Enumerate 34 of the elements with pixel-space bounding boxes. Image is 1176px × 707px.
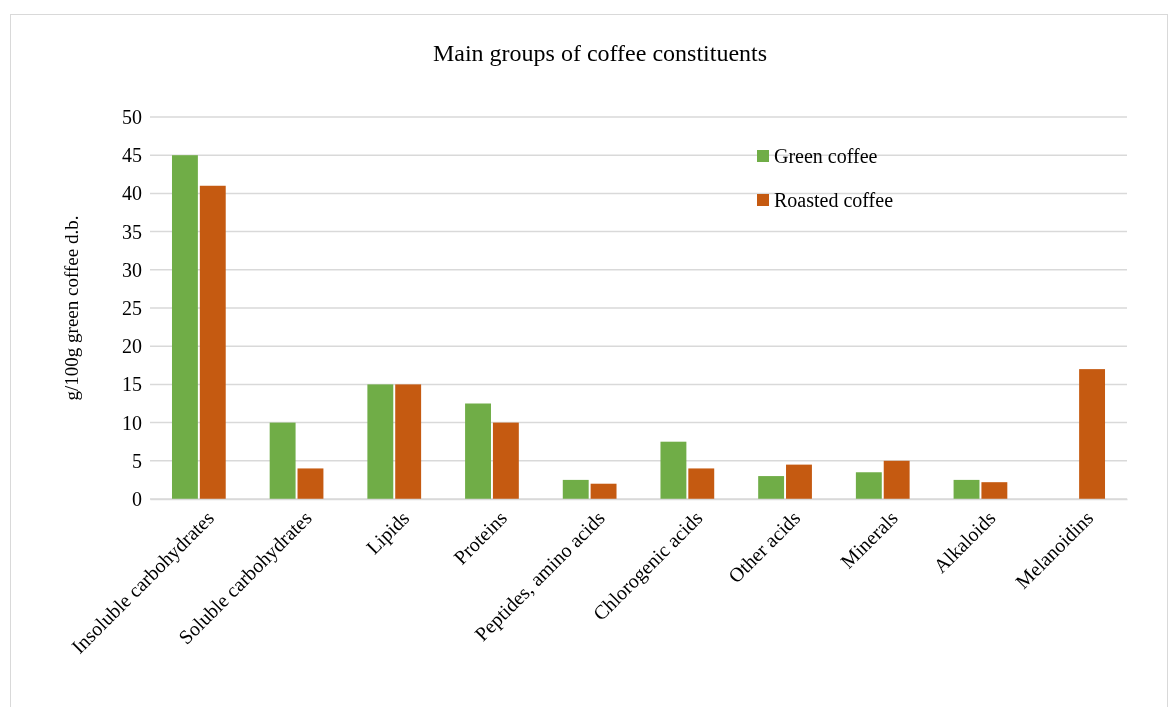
y-tick-label: 45 [122, 144, 142, 167]
bar [688, 468, 715, 499]
y-axis-title: g/100g green coffee d.b. [61, 215, 82, 401]
bar [786, 464, 812, 499]
bar [492, 422, 519, 499]
y-tick-label: 40 [122, 182, 142, 205]
bar [590, 483, 617, 499]
chart-title: Main groups of coffee constituents [432, 40, 768, 66]
y-tick-label: 35 [122, 220, 142, 243]
legend-label: Roasted coffee [774, 189, 894, 211]
bar [981, 482, 1008, 499]
bar [758, 476, 785, 499]
bar [883, 460, 910, 499]
bar [953, 479, 980, 499]
y-tick-label: 25 [122, 296, 142, 319]
bar [297, 468, 324, 499]
bar [855, 472, 882, 499]
bar [660, 441, 687, 499]
y-tick-label: 10 [122, 411, 142, 434]
bar [465, 403, 491, 499]
y-tick-label: 20 [122, 335, 142, 358]
y-tick-label: 50 [122, 105, 142, 128]
y-tick-label: 15 [122, 373, 142, 396]
bar [562, 479, 589, 499]
y-tick-label: 30 [122, 258, 142, 281]
legend-label: Green coffee [774, 145, 878, 167]
y-tick-label: 5 [132, 449, 142, 472]
y-tick-label: 0 [132, 487, 142, 510]
bar [269, 422, 296, 499]
bar [1079, 369, 1106, 499]
bar [367, 384, 394, 499]
bar [199, 185, 226, 499]
bar [171, 155, 198, 499]
bar [395, 384, 422, 499]
